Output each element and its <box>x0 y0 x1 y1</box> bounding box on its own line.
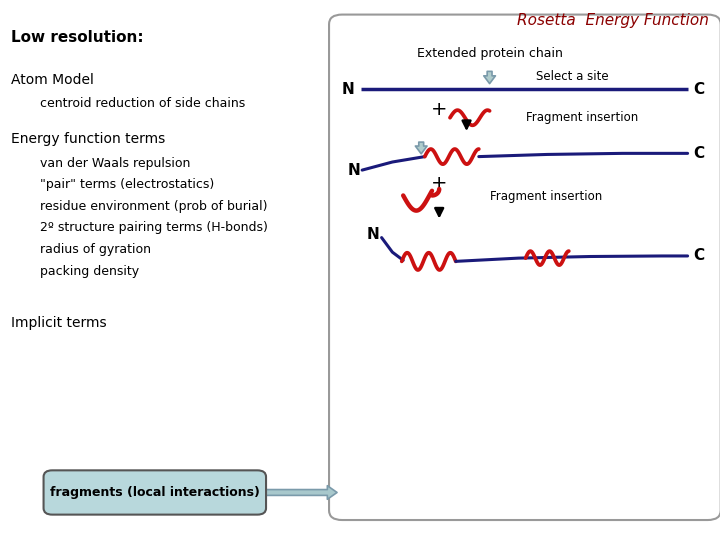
Text: +: + <box>431 99 447 119</box>
Text: +: + <box>431 174 447 193</box>
Text: C: C <box>693 82 704 97</box>
Text: Energy function terms: Energy function terms <box>11 132 165 146</box>
Text: Implicit terms: Implicit terms <box>11 316 107 330</box>
FancyBboxPatch shape <box>44 470 266 515</box>
Text: Extended protein chain: Extended protein chain <box>417 48 562 60</box>
Text: Fragment insertion: Fragment insertion <box>490 190 602 203</box>
Text: residue environment (prob of burial): residue environment (prob of burial) <box>40 200 267 213</box>
Text: N: N <box>366 227 379 242</box>
FancyBboxPatch shape <box>329 15 720 520</box>
Text: 2º structure pairing terms (H-bonds): 2º structure pairing terms (H-bonds) <box>40 221 267 234</box>
Text: van der Waals repulsion: van der Waals repulsion <box>40 157 190 170</box>
Text: radius of gyration: radius of gyration <box>40 243 150 256</box>
Text: Atom Model: Atom Model <box>11 73 94 87</box>
Text: centroid reduction of side chains: centroid reduction of side chains <box>40 97 245 110</box>
Text: "pair" terms (electrostatics): "pair" terms (electrostatics) <box>40 178 214 191</box>
Text: C: C <box>693 248 704 264</box>
Text: Low resolution:: Low resolution: <box>11 30 143 45</box>
Text: Fragment insertion: Fragment insertion <box>526 111 638 124</box>
Text: fragments (local interactions): fragments (local interactions) <box>50 486 260 499</box>
Text: packing density: packing density <box>40 265 139 278</box>
Text: N: N <box>347 163 360 178</box>
Text: N: N <box>341 82 354 97</box>
Text: Select a site: Select a site <box>536 70 609 83</box>
Text: C: C <box>693 146 704 161</box>
Text: Rosetta  Energy Function: Rosetta Energy Function <box>518 14 709 29</box>
